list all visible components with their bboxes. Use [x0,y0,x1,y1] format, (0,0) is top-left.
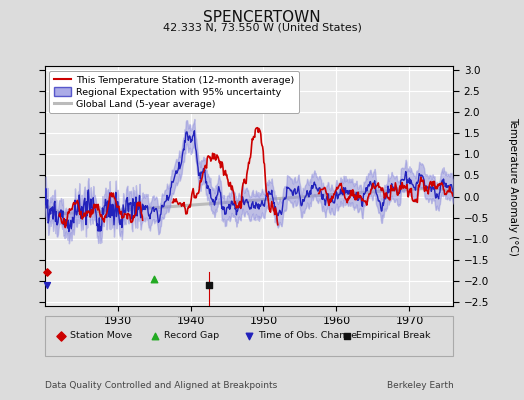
Text: 42.333 N, 73.550 W (United States): 42.333 N, 73.550 W (United States) [162,22,362,32]
Text: Station Move: Station Move [70,332,132,340]
Y-axis label: Temperature Anomaly (°C): Temperature Anomaly (°C) [508,116,518,256]
Point [42,282,51,288]
Point [57,333,65,339]
Point [204,282,213,288]
Point [42,269,51,276]
Legend: This Temperature Station (12-month average), Regional Expectation with 95% uncer: This Temperature Station (12-month avera… [49,71,299,113]
Point [245,333,253,339]
Point [150,276,158,282]
Text: Data Quality Controlled and Aligned at Breakpoints: Data Quality Controlled and Aligned at B… [45,381,277,390]
Text: Time of Obs. Change: Time of Obs. Change [258,332,357,340]
Text: Record Gap: Record Gap [164,332,219,340]
Point [151,333,159,339]
Text: SPENCERTOWN: SPENCERTOWN [203,10,321,25]
Point [343,333,351,339]
Text: Berkeley Earth: Berkeley Earth [387,381,453,390]
Text: Empirical Break: Empirical Break [356,332,431,340]
